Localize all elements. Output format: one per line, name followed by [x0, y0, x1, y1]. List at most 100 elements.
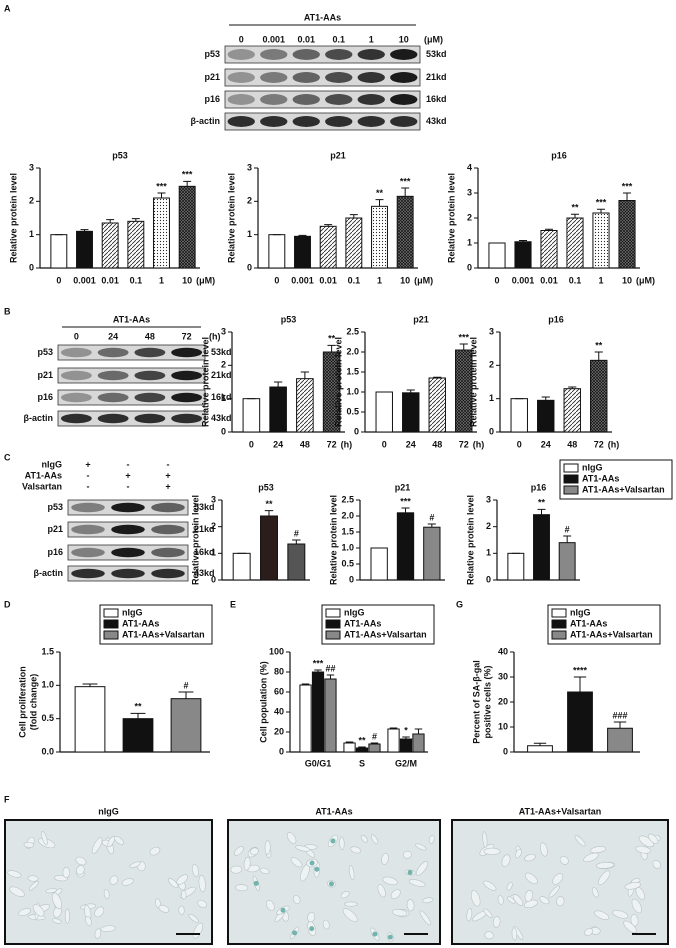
bar — [122, 718, 154, 753]
significance: # — [294, 528, 299, 538]
size-label: 43kd — [194, 568, 215, 578]
cell — [624, 881, 642, 890]
lane-unit: (μM) — [424, 34, 443, 44]
cell — [548, 885, 560, 898]
cell — [260, 867, 270, 875]
error-bar — [568, 386, 577, 389]
cell — [483, 847, 501, 855]
cell — [230, 865, 243, 874]
cell — [322, 919, 330, 930]
error-bar — [401, 507, 410, 513]
blot-band — [97, 370, 129, 381]
stained-cell — [328, 881, 334, 887]
stained-cell — [330, 838, 336, 844]
lane-label: 0.01 — [297, 34, 315, 44]
cell — [188, 913, 199, 923]
blot-band — [325, 94, 353, 105]
bar — [242, 398, 261, 433]
error-bar — [596, 208, 606, 213]
blot-band — [111, 547, 145, 558]
legend-label: AT1-AAs+Valsartan — [344, 629, 427, 639]
chart-title: p53 — [281, 314, 297, 324]
size-label: 21kd — [194, 524, 215, 534]
legend-swatch — [551, 630, 567, 640]
cell — [506, 881, 513, 891]
cell — [648, 833, 659, 844]
error-bar — [82, 683, 98, 687]
y-tick-label: 2.0 — [341, 510, 354, 520]
x-tick-label: 0 — [249, 439, 254, 449]
legend-box — [99, 604, 213, 645]
cell — [243, 856, 251, 871]
bar — [319, 225, 337, 269]
y-tick-label: 3 — [29, 162, 34, 172]
y-tick-label: 2 — [489, 360, 494, 370]
x-tick-label: 1 — [159, 275, 164, 285]
panel-label: G — [456, 599, 463, 609]
y-tick-label: 2 — [211, 521, 216, 531]
blot-band — [171, 413, 203, 424]
bar — [412, 733, 425, 753]
x-tick-label: 0.01 — [101, 275, 119, 285]
cell — [9, 886, 25, 897]
protein-label: p16 — [204, 94, 220, 104]
legend-swatch — [551, 619, 567, 629]
bar — [540, 230, 558, 269]
error-bar — [314, 669, 322, 672]
blot-band — [134, 392, 166, 403]
y-tick-label: 2.5 — [341, 494, 354, 504]
cell — [422, 897, 434, 904]
bar — [371, 205, 388, 269]
blot-band — [111, 524, 145, 535]
bar — [558, 542, 576, 581]
cell — [103, 889, 110, 899]
significance: ### — [612, 710, 627, 720]
x-tick-label: 10 — [182, 275, 192, 285]
treatment-sign: - — [87, 481, 90, 491]
cell — [492, 916, 501, 928]
blot-band — [134, 347, 166, 358]
x-tick-label: 24 — [406, 439, 416, 449]
cell — [524, 872, 538, 885]
cell — [286, 832, 297, 844]
cell — [483, 880, 497, 891]
significance: ** — [358, 735, 366, 745]
legend-label: AT1-AAs — [582, 473, 619, 483]
cell — [235, 884, 249, 892]
y-tick-label: 0.5 — [41, 713, 54, 723]
cell — [406, 899, 415, 912]
y-tick-label: 3 — [221, 326, 226, 336]
y-tick-label: 0 — [486, 574, 491, 584]
cell — [181, 890, 187, 900]
error-bar — [459, 343, 468, 350]
treatment-label: AT1-AAs — [25, 470, 62, 480]
size-label: 53kd — [194, 502, 215, 512]
y-tick-label: 1 — [467, 237, 472, 247]
lane-label: 0 — [74, 331, 79, 341]
lane-unit: (h) — [209, 331, 221, 341]
panel-label: B — [4, 306, 11, 316]
cell — [290, 857, 303, 868]
y-tick-label: 4 — [467, 162, 472, 172]
x-tick-label: 0 — [494, 275, 499, 285]
cell — [403, 850, 412, 859]
blot-band — [134, 370, 166, 381]
treatment-label: nIgG — [42, 459, 63, 469]
significance: ** — [265, 499, 273, 509]
cell — [512, 894, 524, 906]
error-bar — [544, 228, 554, 231]
y-tick-label: 40 — [498, 646, 508, 656]
y-axis-label: Relative protein level — [8, 173, 18, 263]
lane-label: 1 — [369, 34, 374, 44]
y-tick-label: 1 — [29, 229, 34, 239]
treatment-sign: + — [165, 481, 170, 491]
stained-cell — [253, 880, 259, 886]
bar — [368, 743, 381, 753]
error-bar — [292, 539, 301, 544]
cell — [524, 853, 536, 862]
blot-band — [292, 72, 320, 83]
lane-label: 0 — [239, 34, 244, 44]
legend-box — [547, 604, 661, 645]
cell — [524, 890, 533, 902]
y-tick-label: 2.0 — [346, 346, 359, 356]
